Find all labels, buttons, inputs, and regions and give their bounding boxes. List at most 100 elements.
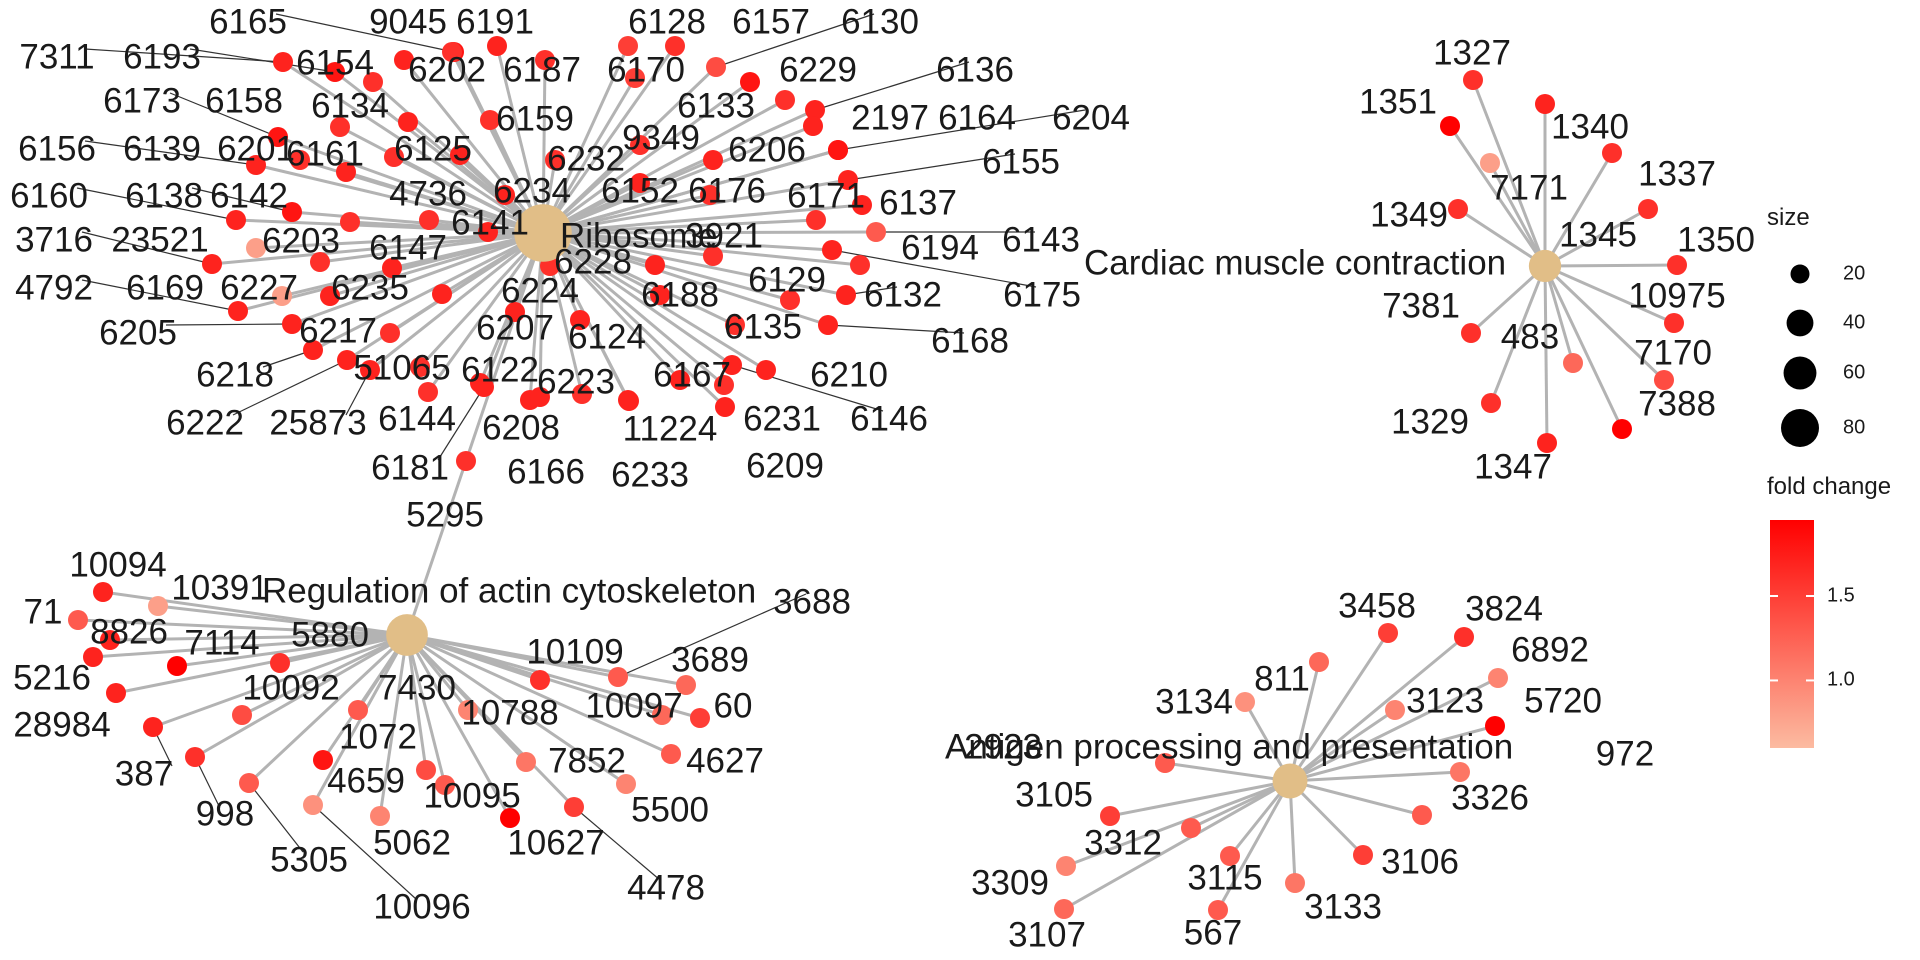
- gene-node: [232, 705, 252, 725]
- gene-label: 23521: [111, 220, 208, 259]
- edge: [369, 231, 544, 372]
- gene-label: 6233: [611, 455, 689, 494]
- gene-label: 6187: [503, 50, 581, 89]
- gene-node: [564, 797, 584, 817]
- color-legend-bar: [1770, 520, 1814, 748]
- category-node: [1528, 249, 1562, 283]
- edge: [542, 231, 736, 327]
- gene-node: [1461, 323, 1481, 343]
- gene-label: 2923: [964, 727, 1042, 766]
- gene-label: 9349: [622, 118, 700, 157]
- gene-node: [185, 747, 205, 767]
- gene-node: [398, 112, 418, 132]
- gene-label: 3107: [1008, 915, 1086, 954]
- leader-line: [847, 153, 1016, 181]
- edge: [541, 77, 637, 234]
- edge: [1289, 779, 1423, 817]
- gene-label: 6224: [501, 271, 579, 310]
- gene-node: [1563, 353, 1583, 373]
- gene-node: [805, 100, 825, 120]
- edge: [1544, 263, 1678, 268]
- edge: [405, 633, 576, 809]
- gene-label: 2197: [851, 98, 929, 137]
- leader-line: [814, 61, 970, 111]
- gene-node: [303, 795, 323, 815]
- edge: [1488, 162, 1547, 267]
- gene-label: 6135: [724, 307, 802, 346]
- gene-label: 1329: [1391, 402, 1469, 441]
- leader-line: [169, 92, 279, 138]
- gene-label: 6124: [568, 317, 646, 356]
- edge: [115, 633, 408, 695]
- gene-label: 6133: [677, 86, 755, 125]
- edge: [1544, 264, 1675, 325]
- gene-node: [394, 50, 414, 70]
- edge: [406, 633, 672, 756]
- gene-label: 9045: [369, 2, 447, 41]
- leader-line: [232, 359, 348, 416]
- edge: [1543, 264, 1666, 382]
- edge: [1471, 79, 1547, 267]
- gene-label: 6165: [209, 2, 287, 41]
- edge: [406, 633, 701, 720]
- gene-label: 6164: [938, 98, 1016, 137]
- gene-node: [246, 155, 266, 175]
- edge: [157, 604, 408, 637]
- edge: [281, 231, 544, 298]
- gene-node: [1463, 70, 1483, 90]
- gene-node: [1638, 199, 1658, 219]
- gene-label: 6166: [507, 452, 585, 491]
- gene-node: [545, 150, 565, 170]
- gene-label: 6146: [850, 399, 928, 438]
- gene-node: [665, 36, 685, 56]
- legend: size 20 40 60 80 fold change 1.5 1.0: [1767, 204, 1891, 748]
- gene-label: 6168: [931, 321, 1009, 360]
- gene-node: [1537, 433, 1557, 453]
- edge: [1289, 676, 1499, 783]
- leader-line: [275, 13, 455, 53]
- gene-node: [1481, 393, 1501, 413]
- gene-node: [722, 355, 742, 375]
- gene-node: [625, 68, 645, 88]
- edge: [405, 460, 468, 636]
- gene-node: [818, 315, 838, 335]
- gene-node: [1056, 856, 1076, 876]
- gene-label: 6134: [311, 86, 389, 125]
- category-node: [514, 204, 572, 262]
- gene-node: [282, 314, 302, 334]
- gene-label: 3106: [1381, 842, 1459, 881]
- edge: [541, 231, 727, 409]
- gene-node: [670, 370, 690, 390]
- gene-node: [410, 357, 430, 377]
- gene-node: [1454, 627, 1474, 647]
- leader-line: [76, 187, 237, 221]
- gene-label: 6125: [394, 129, 472, 168]
- gene-node: [337, 350, 357, 370]
- edge: [1448, 125, 1547, 267]
- edge: [495, 45, 545, 234]
- gene-label: 7852: [548, 741, 626, 780]
- color-legend-label: 1.5: [1827, 584, 1855, 606]
- gene-label: 6203: [262, 221, 340, 260]
- edge: [1289, 708, 1396, 783]
- gene-label: 6136: [936, 50, 1014, 89]
- category-label: Antigen processing and presentation: [945, 727, 1513, 766]
- gene-label: 10788: [461, 693, 558, 732]
- gene-label: 6152: [601, 171, 679, 210]
- edge: [319, 231, 544, 264]
- edge: [1164, 761, 1291, 783]
- category-label: Regulation of actin cytoskeleton: [262, 571, 756, 610]
- gene-node: [516, 752, 536, 772]
- edge: [542, 231, 791, 302]
- gene-node: [313, 750, 333, 770]
- gene-label: 6209: [746, 446, 824, 485]
- gene-node: [1488, 668, 1508, 688]
- gene-label: 11224: [623, 409, 718, 448]
- gene-node: [320, 286, 340, 306]
- edge: [542, 231, 725, 387]
- gene-node: [505, 302, 525, 322]
- gene-node: [650, 285, 670, 305]
- gene-node: [535, 50, 555, 70]
- gene-label: 387: [115, 754, 173, 793]
- edge: [406, 633, 627, 786]
